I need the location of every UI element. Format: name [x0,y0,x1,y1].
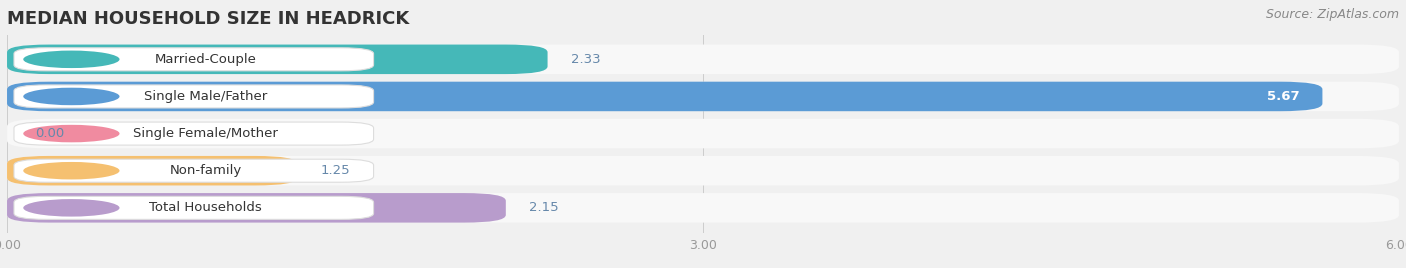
Text: 2.15: 2.15 [529,201,558,214]
Text: MEDIAN HOUSEHOLD SIZE IN HEADRICK: MEDIAN HOUSEHOLD SIZE IN HEADRICK [7,10,409,28]
Text: Single Male/Father: Single Male/Father [143,90,267,103]
FancyBboxPatch shape [7,156,1399,185]
Text: 5.67: 5.67 [1267,90,1299,103]
FancyBboxPatch shape [7,193,1399,223]
Text: 0.00: 0.00 [35,127,65,140]
FancyBboxPatch shape [14,48,374,71]
FancyBboxPatch shape [7,82,1323,111]
FancyBboxPatch shape [7,44,1399,74]
FancyBboxPatch shape [7,156,297,185]
Circle shape [24,199,120,217]
FancyBboxPatch shape [7,193,506,223]
Text: Total Households: Total Households [149,201,262,214]
Text: 2.33: 2.33 [571,53,600,66]
Circle shape [24,51,120,68]
Text: Source: ZipAtlas.com: Source: ZipAtlas.com [1265,8,1399,21]
FancyBboxPatch shape [7,119,1399,148]
Text: Non-family: Non-family [169,164,242,177]
Text: Single Female/Mother: Single Female/Mother [134,127,278,140]
Circle shape [24,125,120,142]
FancyBboxPatch shape [7,82,1399,111]
FancyBboxPatch shape [14,122,374,145]
Circle shape [24,88,120,105]
FancyBboxPatch shape [14,159,374,182]
Circle shape [24,162,120,180]
Text: 1.25: 1.25 [321,164,350,177]
Text: Married-Couple: Married-Couple [155,53,256,66]
FancyBboxPatch shape [14,196,374,219]
FancyBboxPatch shape [14,85,374,108]
FancyBboxPatch shape [7,44,547,74]
